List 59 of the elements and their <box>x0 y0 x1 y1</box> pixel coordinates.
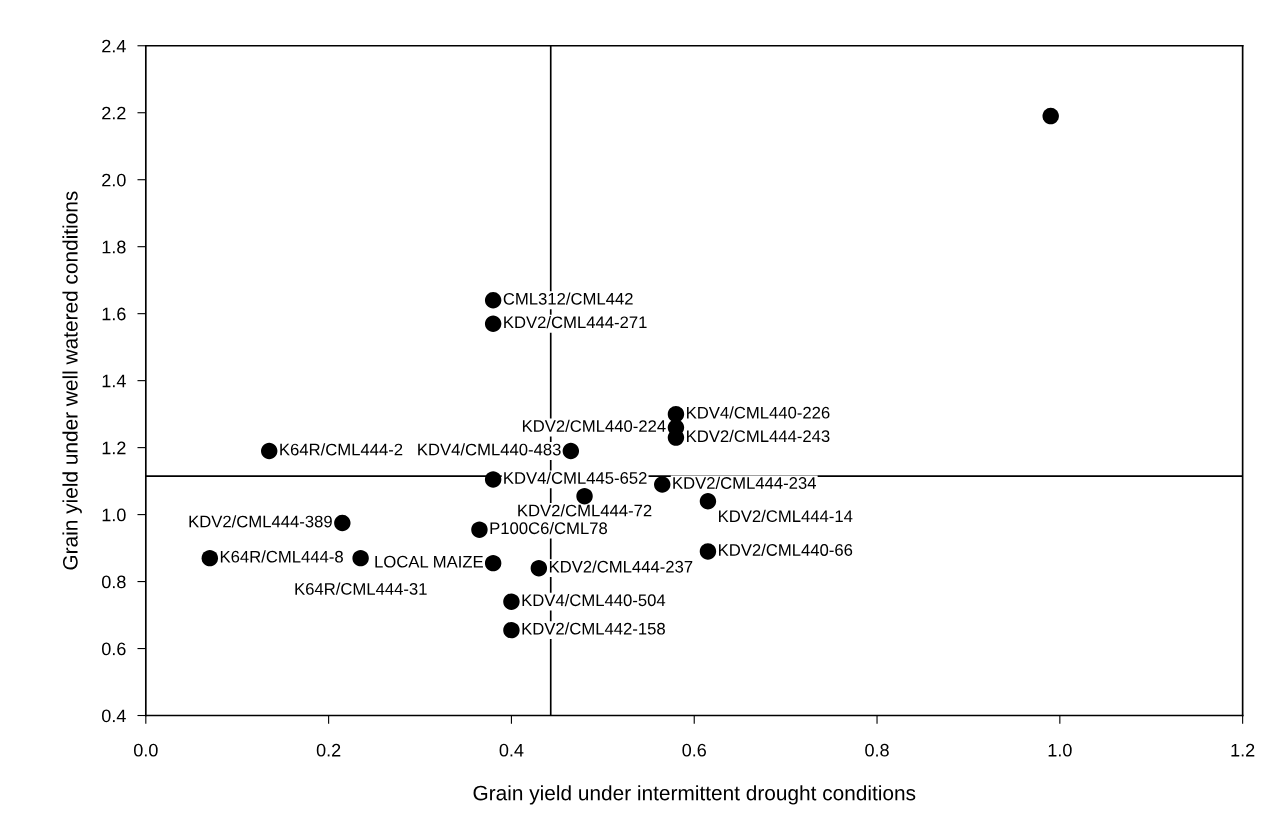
y-tick-label: 2.2 <box>102 106 126 120</box>
annotation: P100C6/CML78 <box>490 521 608 535</box>
annotation: KDV2/CML440-66 <box>719 543 853 556</box>
y-tick-label: 1.2 <box>102 441 126 455</box>
annotation: KDV2/CML444-243 <box>687 429 830 443</box>
point <box>484 315 502 332</box>
annotation: KDV2/CML444-234 <box>673 476 816 489</box>
point <box>503 593 520 610</box>
annotation: K64R/CML444-31 <box>295 582 427 595</box>
annotation: KDV2/CML444-14 <box>719 509 853 523</box>
point <box>334 514 351 532</box>
point <box>471 521 488 538</box>
annotation: KDV2/CML444-271 <box>504 315 647 329</box>
annotation: KDV2/CML444-237 <box>549 560 693 573</box>
y-axis-title: Grain yield under well watered conditions <box>62 191 82 570</box>
point <box>503 621 520 639</box>
point <box>562 442 580 460</box>
x-tick-label: 0.4 <box>499 743 524 757</box>
x-tick-label: 1.2 <box>1231 743 1255 757</box>
x-tick-label: 0.6 <box>682 743 706 757</box>
annotation: LOCAL MAIZE <box>375 555 483 568</box>
point <box>484 292 502 309</box>
point <box>699 492 717 510</box>
y-tick-label: 0.4 <box>101 709 126 723</box>
x-axis-title: Grain yield under intermittent drought conditions <box>473 785 916 805</box>
x-tick-label: 0.8 <box>865 743 889 757</box>
point <box>484 471 502 488</box>
y-tick-label: 1.6 <box>102 307 126 321</box>
y-tick-label: 1.0 <box>102 508 126 522</box>
annotation: KDV2/CML444-389 <box>189 515 332 528</box>
y-tick-label: 1.4 <box>102 374 126 388</box>
y-tick-label: 1.8 <box>102 240 126 254</box>
point <box>699 543 717 560</box>
annotation: KDV2/CML440-224 <box>522 419 666 432</box>
point <box>667 405 685 423</box>
annotation: KDV2/CML442-158 <box>522 622 665 635</box>
x-tick-label: 0.0 <box>133 743 158 757</box>
point <box>484 554 502 572</box>
x-tick-label: 1.0 <box>1048 743 1072 757</box>
annotation: KDV4/CML440-226 <box>687 406 830 419</box>
annotation: KDV2/CML444-72 <box>518 504 652 517</box>
y-tick-label: 2.0 <box>102 173 126 187</box>
point <box>1042 107 1059 125</box>
point <box>576 487 593 505</box>
y-tick-label: 0.8 <box>101 575 126 589</box>
annotation: KDV4/CML445-652 <box>504 471 647 484</box>
annotation: K64R/CML444-2 <box>280 443 403 456</box>
point <box>530 559 548 577</box>
annotation: KDV4/CML440-504 <box>522 593 666 607</box>
y-tick-label: 0.6 <box>101 642 126 656</box>
point <box>201 549 219 567</box>
y-tick-label: 2.4 <box>102 39 126 53</box>
point <box>654 476 671 493</box>
x-tick-label: 0.2 <box>316 743 341 757</box>
annotation: CML312/CML442 <box>503 292 633 305</box>
annotation: KDV4/CML440-483 <box>418 443 561 456</box>
annotation: K64R/CML444-8 <box>220 550 343 563</box>
point <box>261 442 278 460</box>
point <box>352 549 369 567</box>
